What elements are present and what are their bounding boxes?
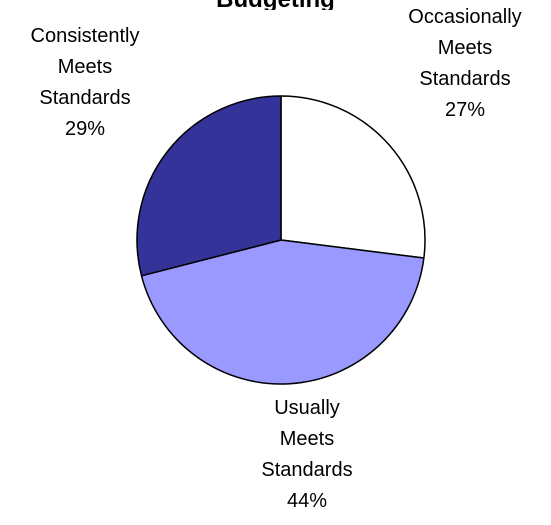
slice-label-1: Occasionally Meets Standards 27% — [380, 2, 550, 126]
pie-slice-1 — [280, 95, 426, 259]
slice-value-label: 27% — [444, 99, 486, 121]
slice-label-2: Usually Meets Standards 44% — [222, 393, 392, 517]
slice-label-line: Standards — [39, 87, 131, 109]
slice-value-label: 29% — [64, 118, 106, 140]
slice-label-line: Standards — [419, 68, 511, 90]
chart-title: Budgeting — [0, 0, 551, 10]
slice-label-line: Meets — [57, 56, 113, 78]
pie-slice-2 — [140, 239, 425, 385]
slice-label-line: Standards — [261, 459, 353, 481]
slice-label-line: Meets — [437, 37, 493, 59]
pie-slice-3 — [136, 95, 282, 277]
slice-label-line: Usually — [274, 397, 340, 419]
slice-label-line: Occasionally — [408, 6, 522, 28]
slice-label-3: Consistently Meets Standards 29% — [0, 21, 170, 145]
slice-label-line: Consistently — [30, 25, 140, 47]
slice-label-line: Meets — [279, 428, 335, 450]
slice-value-label: 44% — [286, 490, 328, 512]
chart-title-clip: Budgeting — [0, 0, 551, 10]
